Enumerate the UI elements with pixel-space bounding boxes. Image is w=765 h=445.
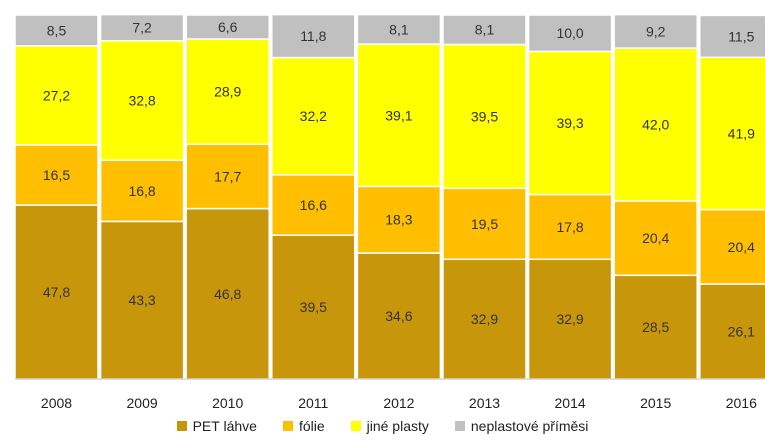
bars-group: 47,8 16,5 27,2 8,5 43,3 16,8 32,8 7,2 46,8 17,7 28… (14, 13, 765, 380)
bar-segment (442, 14, 527, 46)
bar-segment (185, 14, 270, 40)
bar-segment (185, 38, 270, 145)
legend-item: fólie (282, 418, 325, 434)
x-tick-label: 2015 (640, 395, 671, 411)
legend: PET láhve fólie jiné plasty neplastové přím… (0, 414, 765, 438)
data-label: 8,1 (475, 22, 495, 38)
bar-segment (613, 200, 698, 277)
bar-segment (442, 258, 527, 380)
data-label: 47,8 (43, 284, 70, 300)
bar-segment (527, 258, 613, 380)
data-label: 32,8 (128, 93, 155, 109)
data-label: 43,3 (128, 292, 155, 308)
legend-item: jiné plasty (350, 418, 429, 434)
data-label: 16,5 (43, 167, 70, 183)
data-label: 17,8 (556, 219, 583, 235)
bar-segment (271, 13, 356, 59)
bar-segment (442, 43, 527, 190)
x-tick-label: 2011 (298, 395, 328, 411)
x-tick-label: 2013 (469, 395, 500, 411)
bar-segment (271, 56, 356, 176)
bar-segment (99, 159, 185, 223)
legend-item: PET láhve (176, 418, 257, 434)
data-label: 32,9 (556, 311, 583, 327)
legend-swatch (176, 421, 187, 431)
data-label: 10,0 (556, 25, 583, 41)
data-label: 32,9 (471, 311, 498, 327)
x-tick-label: 2009 (127, 395, 158, 411)
data-label: 39,5 (300, 299, 327, 315)
data-label: 19,5 (471, 216, 498, 232)
bar-segment (527, 50, 613, 196)
legend-label: neplastové příměsi (470, 418, 589, 434)
data-label: 39,1 (385, 107, 412, 123)
bar-segment (527, 14, 613, 53)
data-label: 20,4 (642, 230, 669, 246)
data-label: 16,6 (300, 197, 327, 213)
x-tick-label: 2016 (726, 395, 757, 411)
data-label: 26,1 (728, 324, 755, 340)
bar-segment (356, 13, 442, 45)
data-label: 42,0 (642, 117, 669, 133)
data-label: 27,2 (43, 87, 70, 103)
data-label: 39,3 (556, 115, 583, 131)
bar-segment (14, 144, 99, 206)
bar-segment (699, 56, 765, 211)
data-label: 28,5 (642, 319, 669, 335)
legend-label: fólie (298, 418, 325, 434)
x-ticks-group: 2008 2009 2010 2011 2012 2013 2014 2015 2016 (41, 395, 757, 411)
legend-item: neplastové příměsi (454, 418, 589, 434)
data-label: 34,6 (385, 308, 412, 324)
data-label: 46,8 (214, 286, 241, 302)
bar-segment (14, 204, 99, 380)
data-label: 17,7 (214, 168, 241, 184)
data-label: 8,1 (389, 21, 409, 37)
data-label: 28,9 (214, 84, 241, 100)
bar-segment (99, 220, 185, 380)
legend-label: PET láhve (192, 418, 257, 434)
bar-segment (613, 13, 698, 49)
data-label: 18,3 (385, 212, 412, 228)
bar-segment (99, 13, 185, 42)
data-label: 11,5 (728, 28, 754, 44)
data-label: 32,2 (300, 108, 327, 124)
data-label: 41,9 (728, 126, 755, 142)
x-tick-label: 2012 (383, 395, 414, 411)
bar-segment (699, 14, 765, 59)
legend-swatch (282, 421, 293, 431)
bar-segment (356, 185, 442, 254)
data-label: 16,8 (128, 183, 155, 199)
legend-swatch (454, 421, 465, 431)
x-tick-label: 2008 (41, 395, 72, 411)
data-label: 11,8 (300, 28, 326, 44)
legend-label: jiné plasty (366, 418, 429, 434)
data-label: 39,5 (471, 108, 498, 124)
data-label: 7,2 (132, 20, 152, 36)
data-label: 20,4 (728, 239, 755, 255)
bar-segment (185, 143, 270, 210)
x-tick-label: 2014 (555, 395, 586, 411)
bar-segment (99, 40, 185, 161)
data-label: 8,5 (47, 23, 67, 39)
bar-segment (14, 14, 99, 47)
legend-swatch (350, 421, 361, 431)
data-label: 6,6 (218, 19, 238, 35)
bar-segment (613, 274, 698, 380)
data-label: 9,2 (646, 23, 666, 39)
x-tick-label: 2010 (212, 395, 243, 411)
bar-segment (356, 43, 442, 188)
bar-segment (527, 193, 613, 261)
bar-segment (356, 252, 442, 380)
